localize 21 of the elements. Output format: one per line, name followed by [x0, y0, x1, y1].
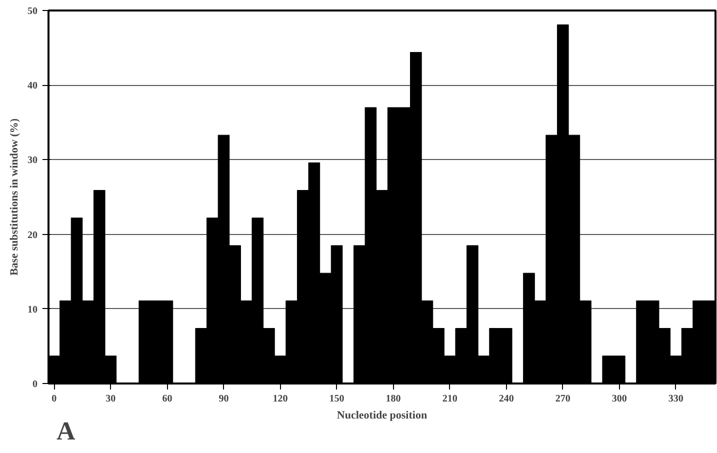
y-tick-label: 0 — [32, 379, 38, 390]
x-tick-label: 300 — [612, 394, 627, 404]
x-tick-label: 240 — [498, 394, 514, 404]
x-tick-label: 180 — [386, 394, 401, 404]
x-tick-label: 120 — [272, 394, 288, 404]
x-tick-label: 210 — [442, 394, 458, 404]
y-tick-label: 20 — [28, 230, 38, 241]
y-tick-label: 40 — [28, 80, 38, 92]
x-tick-label: 30 — [106, 394, 116, 404]
x-tick-label: 150 — [329, 394, 344, 404]
x-tick-label: 270 — [555, 394, 570, 404]
text: A — [56, 416, 76, 446]
x-tick-label: 0 — [52, 394, 57, 404]
x-axis-title: Nucleotide position — [336, 410, 428, 422]
y-tick-label: 50 — [28, 6, 38, 17]
x-tick-label: 90 — [218, 394, 229, 404]
y-tick-label: 10 — [28, 304, 38, 316]
y-tick-label: 30 — [28, 155, 38, 166]
x-tick-label: 60 — [162, 394, 172, 404]
x-tick-label: 330 — [668, 394, 684, 404]
y-axis-title: Base substitutions in window (%) — [8, 118, 20, 276]
